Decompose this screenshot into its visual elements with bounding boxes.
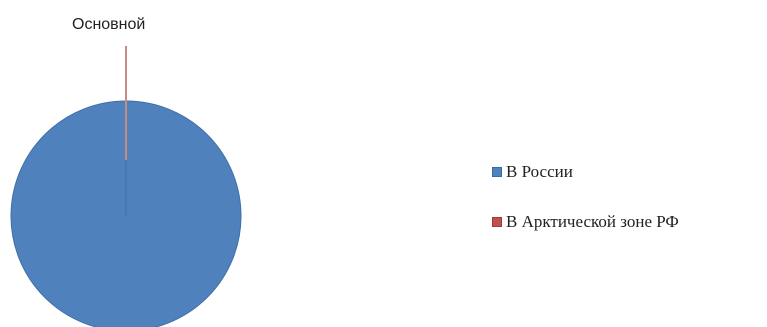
legend-item-arctic: В Арктической зоне РФ [492,211,679,233]
legend-label-russia: В России [506,162,573,181]
legend-item-russia: В России [492,161,679,183]
legend-label-arctic: В Арктической зоне РФ [506,212,679,231]
data-label-arctic: Основной [72,16,146,33]
legend: В России В Арктической зоне РФ [492,161,679,261]
legend-swatch-russia [492,167,502,177]
legend-swatch-arctic [492,217,502,227]
